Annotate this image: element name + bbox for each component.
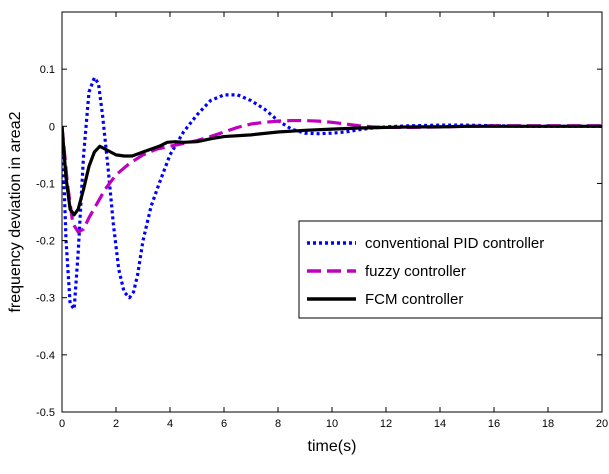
x-tick-label: 2 <box>113 418 119 430</box>
x-tick-label: 4 <box>167 418 173 430</box>
x-tick-label: 8 <box>275 418 281 430</box>
legend-label-fcm: FCM controller <box>365 291 463 308</box>
y-tick-label: -0.1 <box>36 178 55 190</box>
y-tick-label: -0.3 <box>36 293 55 305</box>
y-tick-label: 0.1 <box>40 64 55 76</box>
x-tick-label: 16 <box>488 418 500 430</box>
series-line-conventional-pid <box>62 76 602 311</box>
x-tick-label: 18 <box>542 418 554 430</box>
y-axis-title: frequency deviation in area2 <box>7 111 24 312</box>
legend-label-conventional-pid: conventional PID controller <box>365 235 544 252</box>
series-line-fcm <box>62 124 602 217</box>
tick-layer: 0 2 4 6 8 10 12 14 16 18 20 -0.5 -0.4 -0.3 -0.2 -0.1 0 0.… <box>36 12 608 430</box>
x-tick-label: 10 <box>326 418 338 430</box>
legend: conventional PID controller fuzzy contro… <box>298 220 603 319</box>
x-tick-label: 6 <box>221 418 227 430</box>
x-tick-label: 0 <box>59 418 65 430</box>
y-tick-label: -0.4 <box>36 350 55 362</box>
y-tick-label: 0 <box>49 121 55 133</box>
y-tick-label: -0.5 <box>36 407 55 419</box>
legend-label-fuzzy: fuzzy controller <box>365 263 466 280</box>
series-layer <box>62 76 602 311</box>
x-tick-label: 12 <box>380 418 392 430</box>
y-tick-label: -0.2 <box>36 236 55 248</box>
x-tick-label: 14 <box>434 418 446 430</box>
x-tick-label: 20 <box>596 418 608 430</box>
x-axis-title: time(s) <box>308 438 357 455</box>
